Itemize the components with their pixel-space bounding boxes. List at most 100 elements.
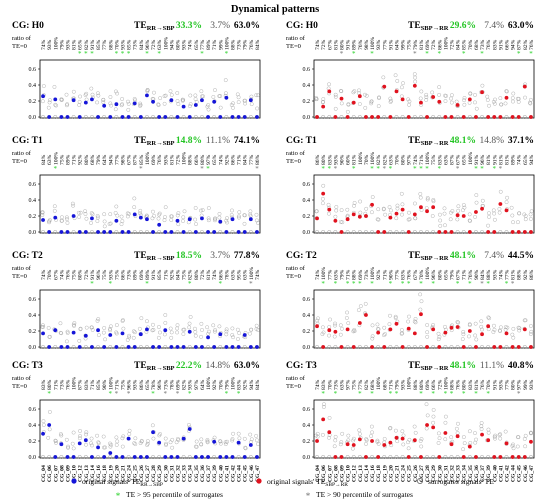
surrogate-marker: [102, 219, 107, 224]
surrogate-marker: [424, 97, 429, 102]
te-label: TERR→SBP: [134, 136, 175, 147]
surrogate-marker: [95, 213, 100, 218]
te-point: [315, 115, 319, 119]
surrogate-marker: [382, 455, 387, 459]
pct-black: 74.1%: [234, 136, 260, 146]
surrogate-marker: [138, 211, 142, 216]
surrogate-marker: [358, 199, 363, 204]
x-tick-label: CG_21: [395, 465, 401, 482]
te-point: [467, 97, 472, 102]
ratio-value: 75%: [102, 269, 108, 280]
ratio-value: 85%: [462, 39, 468, 50]
surrogate-marker: [168, 440, 173, 445]
surrogate-marker: [492, 327, 497, 332]
ratio-value: 81%: [474, 379, 480, 390]
ratio-value: 74%: [255, 269, 261, 280]
ratio-value: 83%: [401, 269, 407, 280]
surrogate-marker: [96, 345, 101, 349]
te-point: [425, 345, 429, 349]
surrogate-marker: [497, 328, 502, 333]
green-star: *: [358, 390, 362, 398]
ratio-value: 93%: [182, 39, 188, 50]
te-point: [151, 430, 155, 435]
ratio-value: 66%: [194, 154, 200, 165]
surrogate-marker: [449, 435, 454, 440]
te-point: [419, 455, 423, 459]
surrogate-marker: [126, 455, 131, 459]
surrogate-marker: [217, 324, 222, 329]
surrogate-marker: [58, 330, 63, 335]
surrogate-marker: [442, 206, 447, 211]
ratio-label: TE=0: [12, 273, 27, 280]
ratio-value: 77%: [395, 269, 401, 280]
surrogate-marker: [230, 438, 235, 443]
surrogate-marker: [364, 206, 369, 211]
te-point: [96, 328, 100, 333]
surrogate-marker: [395, 206, 400, 211]
surrogate-marker: [199, 437, 204, 442]
te-point: [327, 89, 332, 94]
pct-gray: 7.4%: [484, 21, 504, 31]
surrogate-marker: [456, 204, 461, 209]
surrogate-marker: [529, 329, 534, 334]
green-star: *: [237, 390, 241, 398]
ratio-value: 79%: [96, 154, 102, 165]
ratio-value: 81%: [505, 154, 511, 165]
surrogate-marker: [120, 102, 125, 107]
x-tick-label: CG_14: [90, 465, 96, 482]
surrogate-marker: [151, 455, 156, 459]
surrogate-marker: [407, 210, 411, 215]
x-tick-label: CG_06: [47, 465, 53, 482]
ratio-value: 100%: [468, 152, 474, 165]
surrogate-marker: [346, 438, 351, 443]
surrogate-marker: [436, 331, 441, 336]
te-point: [406, 326, 411, 331]
te-point: [370, 115, 374, 119]
ratio-value: 71%: [382, 269, 388, 280]
surrogate-marker: [314, 209, 319, 214]
ratio-value: 70%: [419, 269, 425, 280]
pct-gray: 14.8%: [479, 136, 504, 146]
te-point: [394, 435, 399, 440]
ratio-value: 93%: [66, 39, 72, 50]
surrogate-marker: [320, 196, 325, 201]
surrogate-marker: [65, 330, 70, 335]
x-tick-label: CG_19: [108, 465, 114, 482]
gray-star: *: [127, 390, 131, 398]
te-point: [151, 345, 155, 349]
te-point: [492, 230, 497, 234]
ratio-value: 84%: [139, 39, 145, 50]
green-star: *: [370, 50, 374, 58]
surrogate-marker: [326, 211, 331, 216]
ratio-value: 89%: [352, 39, 358, 50]
ratio-value: 88%: [517, 269, 523, 280]
surrogate-marker: [41, 455, 46, 459]
y-tick-label: 0.6: [303, 67, 311, 73]
ratio-value: 85%: [127, 39, 133, 50]
te-point: [327, 207, 332, 212]
ratio-value: 75%: [182, 269, 188, 280]
surrogate-marker: [345, 310, 349, 315]
surrogate-marker: [163, 345, 168, 349]
surrogate-marker: [474, 193, 479, 198]
surrogate-marker: [376, 104, 381, 109]
surrogate-marker: [442, 211, 447, 216]
surrogate-marker: [358, 304, 363, 309]
ratio-value: 71%: [163, 269, 169, 280]
surrogate-marker: [193, 93, 198, 98]
te-point: [449, 230, 454, 234]
green-star: *: [370, 165, 374, 173]
legend-subscript: RR→SBP: [140, 482, 163, 488]
green-star: *: [151, 390, 155, 398]
surrogate-marker: [462, 98, 467, 103]
ratio-value: 83%: [84, 379, 90, 390]
x-tick-label: CG_30: [437, 465, 443, 482]
surrogate-marker: [479, 421, 484, 425]
te-point: [504, 441, 509, 446]
ratio-value: 89%: [511, 154, 517, 165]
ratio-value: 67%: [127, 154, 133, 165]
surrogate-marker: [96, 455, 101, 459]
te-point: [230, 217, 235, 222]
surrogate-marker: [242, 213, 247, 218]
surrogate-marker: [163, 313, 168, 317]
